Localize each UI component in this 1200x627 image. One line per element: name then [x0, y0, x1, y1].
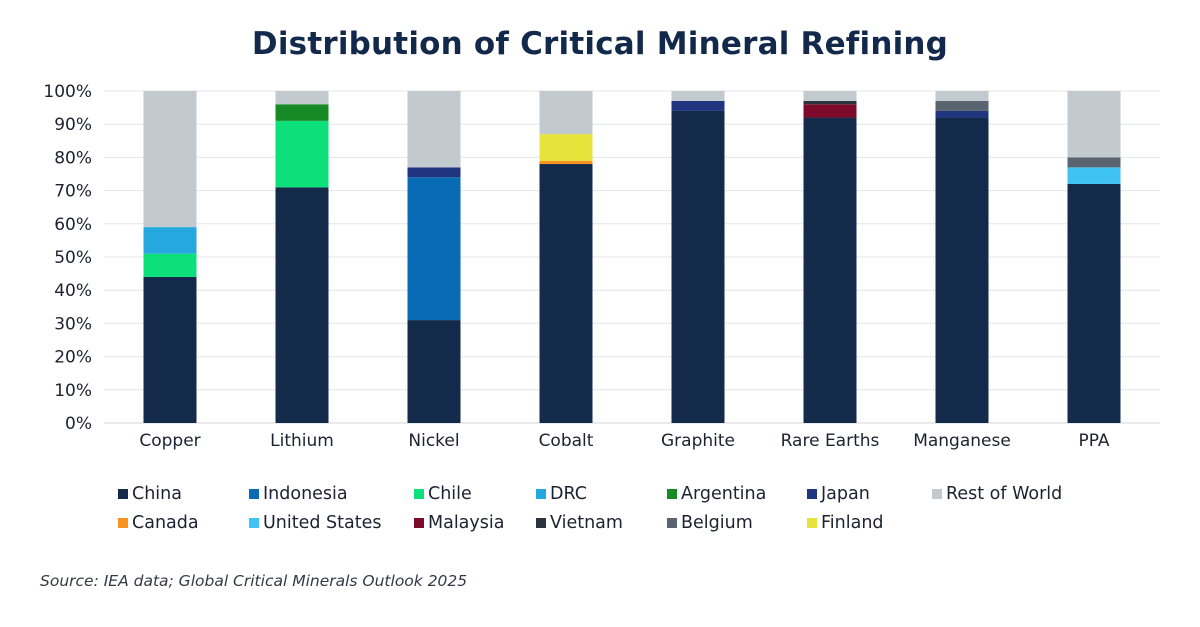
chart-legend: China Indonesia Chile DRC Argentina Japan Rest… [118, 479, 1118, 537]
bar-ppa-rest-of-world [1067, 91, 1121, 158]
legend-swatch [667, 488, 677, 499]
legend-label: Rest of World [946, 483, 1063, 504]
legend-item-canada: Canada [118, 508, 249, 537]
y-tick-label: 60% [54, 215, 92, 235]
x-tick-label: Copper [139, 431, 200, 451]
legend-item-finland: Finland [807, 508, 932, 537]
legend-item-rest-of-world: Rest of World [932, 479, 1102, 508]
legend-item-belgium: Belgium [667, 508, 807, 537]
legend-label: United States [263, 512, 382, 533]
bar-cobalt-china [539, 164, 593, 424]
bar-cobalt-rest-of-world [539, 91, 593, 135]
bar-manganese-japan [935, 110, 989, 118]
bar-lithium-chile [275, 120, 329, 188]
legend-label: DRC [550, 483, 587, 504]
legend-label: Belgium [681, 512, 753, 533]
bar-nickel-rest-of-world [407, 91, 461, 168]
y-tick-label: 10% [54, 381, 92, 401]
y-tick-label: 50% [54, 248, 92, 268]
bar-manganese-rest-of-world [935, 91, 989, 101]
bar-nickel-indonesia [407, 177, 461, 321]
bar-lithium-rest-of-world [275, 91, 329, 105]
y-tick-label: 0% [65, 414, 92, 434]
bar-copper-chile [143, 253, 197, 277]
legend-item-drc: DRC [536, 479, 667, 508]
bar-ppa-belgium [1067, 157, 1121, 168]
legend-item-argentina: Argentina [667, 479, 807, 508]
x-tick-label: PPA [1078, 431, 1109, 451]
legend-label: Indonesia [263, 483, 348, 504]
bar-rare-earths-china [803, 117, 857, 423]
bar-manganese-belgium [935, 100, 989, 111]
bar-ppa-united-states [1067, 167, 1121, 184]
y-tick-label: 20% [54, 348, 92, 368]
x-tick-label: Cobalt [539, 431, 594, 451]
x-tick-label: Nickel [408, 431, 459, 451]
legend-item-china: China [118, 479, 249, 508]
legend-item-chile: Chile [414, 479, 536, 508]
y-tick-label: 90% [54, 115, 92, 135]
legend-label: Chile [428, 483, 472, 504]
legend-label: Japan [821, 483, 870, 504]
bar-copper-rest-of-world [143, 91, 197, 228]
legend-item-malaysia: Malaysia [414, 508, 536, 537]
legend-swatch [807, 488, 817, 499]
bar-ppa-china [1067, 183, 1121, 423]
source-note: Source: IEA data; Global Critical Minera… [40, 572, 468, 590]
legend-swatch [249, 517, 259, 528]
x-tick-label: Manganese [913, 431, 1011, 451]
legend-swatch [414, 488, 424, 499]
legend-swatch [414, 517, 424, 528]
legend-item-united-states: United States [249, 508, 414, 537]
legend-swatch [118, 517, 128, 528]
legend-label: China [132, 483, 182, 504]
legend-swatch [932, 488, 942, 499]
legend-swatch [249, 488, 259, 499]
legend-label: Finland [821, 512, 884, 533]
bar-lithium-argentina [275, 104, 329, 121]
bar-lithium-china [275, 187, 329, 423]
x-tick-label: Lithium [270, 431, 334, 451]
bar-rare-earths-rest-of-world [803, 91, 857, 101]
chart-title: Distribution of Critical Mineral Refinin… [251, 26, 949, 62]
bar-cobalt-finland [539, 134, 593, 161]
legend-label: Malaysia [428, 512, 505, 533]
bar-graphite-japan [671, 100, 725, 111]
bar-graphite-china [671, 110, 725, 424]
legend-swatch [536, 517, 546, 528]
bar-copper-drc [143, 227, 197, 254]
legend-swatch [536, 488, 546, 499]
bar-copper-china [143, 276, 197, 423]
y-tick-label: 40% [54, 281, 92, 301]
legend-item-japan: Japan [807, 479, 932, 508]
legend-item-indonesia: Indonesia [249, 479, 414, 508]
bar-rare-earths-vietnam [803, 100, 857, 105]
bar-rare-earths-malaysia [803, 104, 857, 118]
legend-item-vietnam: Vietnam [536, 508, 667, 537]
bar-cobalt-canada [539, 160, 593, 165]
legend-swatch [118, 488, 128, 499]
legend-swatch [807, 517, 817, 528]
legend-label: Vietnam [550, 512, 623, 533]
bar-graphite-rest-of-world [671, 91, 725, 101]
bar-manganese-china [935, 117, 989, 423]
y-tick-label: 30% [54, 314, 92, 334]
y-tick-label: 100% [43, 82, 92, 102]
y-tick-label: 80% [54, 148, 92, 168]
x-tick-label: Graphite [661, 431, 735, 451]
x-tick-label: Rare Earths [781, 431, 880, 451]
stacked-bar-chart: 0% 10% 20% 30% 40% 50% 60% 70% 80% 90% 100% Copper L… [43, 82, 1160, 451]
legend-swatch [667, 517, 677, 528]
legend-label: Canada [132, 512, 199, 533]
y-tick-label: 70% [54, 182, 92, 202]
bar-nickel-china [407, 320, 461, 423]
bar-nickel-japan [407, 167, 461, 178]
legend-label: Argentina [681, 483, 767, 504]
